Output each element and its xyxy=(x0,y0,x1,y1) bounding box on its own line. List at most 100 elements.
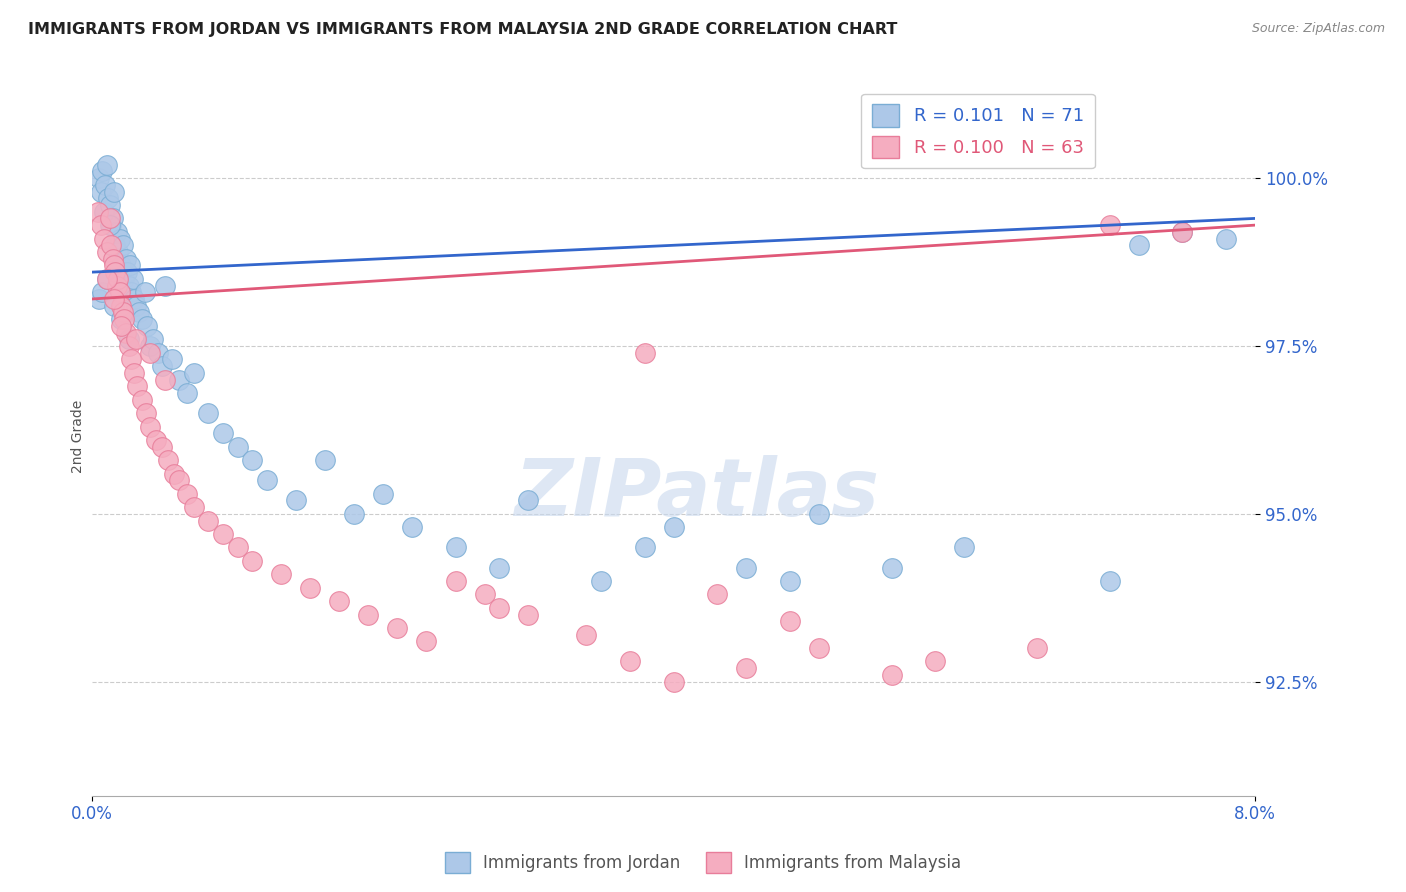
Point xyxy=(120,285,142,300)
Point xyxy=(415,634,437,648)
Point xyxy=(735,661,758,675)
Point xyxy=(633,541,655,555)
Point xyxy=(104,238,127,252)
Point xyxy=(1215,231,1237,245)
Point xyxy=(139,345,162,359)
Point xyxy=(128,305,150,319)
Point xyxy=(112,272,135,286)
Point xyxy=(101,252,124,266)
Text: Source: ZipAtlas.com: Source: ZipAtlas.com xyxy=(1251,22,1385,36)
Point xyxy=(110,312,132,326)
Point xyxy=(575,627,598,641)
Point xyxy=(89,171,111,186)
Point xyxy=(105,225,128,239)
Point xyxy=(93,204,115,219)
Point xyxy=(131,312,153,326)
Point xyxy=(197,514,219,528)
Point xyxy=(114,326,136,340)
Point xyxy=(108,285,131,300)
Point xyxy=(706,587,728,601)
Y-axis label: 2nd Grade: 2nd Grade xyxy=(72,400,86,474)
Point xyxy=(91,285,114,300)
Point xyxy=(1026,641,1049,656)
Point xyxy=(1171,225,1194,239)
Legend: R = 0.101   N = 71, R = 0.100   N = 63: R = 0.101 N = 71, R = 0.100 N = 63 xyxy=(862,94,1095,169)
Point xyxy=(328,594,350,608)
Point xyxy=(122,272,145,286)
Point xyxy=(176,486,198,500)
Point xyxy=(117,339,139,353)
Point xyxy=(139,339,162,353)
Point xyxy=(226,440,249,454)
Point xyxy=(169,372,191,386)
Point xyxy=(96,244,118,259)
Point xyxy=(401,520,423,534)
Point xyxy=(662,674,685,689)
Point xyxy=(779,614,801,628)
Point xyxy=(94,178,117,192)
Point xyxy=(880,668,903,682)
Point xyxy=(169,473,191,487)
Point xyxy=(90,218,112,232)
Point xyxy=(953,541,976,555)
Point xyxy=(444,541,467,555)
Point xyxy=(662,520,685,534)
Point xyxy=(100,218,122,232)
Point xyxy=(807,507,830,521)
Point xyxy=(107,272,129,286)
Point xyxy=(108,231,131,245)
Point xyxy=(488,560,510,574)
Point xyxy=(145,433,167,447)
Point xyxy=(98,218,121,232)
Point xyxy=(387,621,409,635)
Point xyxy=(735,560,758,574)
Point xyxy=(357,607,380,622)
Point xyxy=(139,419,162,434)
Point xyxy=(212,426,235,441)
Point xyxy=(240,453,263,467)
Point xyxy=(98,211,121,226)
Point xyxy=(135,406,157,420)
Point xyxy=(115,265,138,279)
Point xyxy=(98,198,121,212)
Point xyxy=(880,560,903,574)
Point xyxy=(125,299,148,313)
Point xyxy=(146,345,169,359)
Point xyxy=(153,278,176,293)
Point xyxy=(150,440,173,454)
Point xyxy=(343,507,366,521)
Point xyxy=(270,567,292,582)
Point xyxy=(125,332,148,346)
Point xyxy=(91,164,114,178)
Point xyxy=(111,305,134,319)
Point xyxy=(111,238,134,252)
Point xyxy=(1098,218,1121,232)
Point xyxy=(107,244,129,259)
Point xyxy=(105,278,128,293)
Point xyxy=(488,600,510,615)
Legend: Immigrants from Jordan, Immigrants from Malaysia: Immigrants from Jordan, Immigrants from … xyxy=(439,846,967,880)
Point xyxy=(924,655,946,669)
Point xyxy=(134,285,156,300)
Point xyxy=(90,185,112,199)
Text: IMMIGRANTS FROM JORDAN VS IMMIGRANTS FROM MALAYSIA 2ND GRADE CORRELATION CHART: IMMIGRANTS FROM JORDAN VS IMMIGRANTS FRO… xyxy=(28,22,897,37)
Point xyxy=(197,406,219,420)
Point xyxy=(120,352,142,367)
Point xyxy=(153,372,176,386)
Point xyxy=(100,238,122,252)
Point xyxy=(93,231,115,245)
Point xyxy=(87,204,110,219)
Point xyxy=(117,332,139,346)
Point xyxy=(131,392,153,407)
Point xyxy=(162,467,184,481)
Point xyxy=(183,366,205,380)
Point xyxy=(212,527,235,541)
Point xyxy=(1128,238,1150,252)
Point xyxy=(96,272,118,286)
Point xyxy=(633,345,655,359)
Point xyxy=(114,252,136,266)
Point xyxy=(101,211,124,226)
Point xyxy=(117,278,139,293)
Point xyxy=(89,292,111,306)
Point xyxy=(589,574,612,588)
